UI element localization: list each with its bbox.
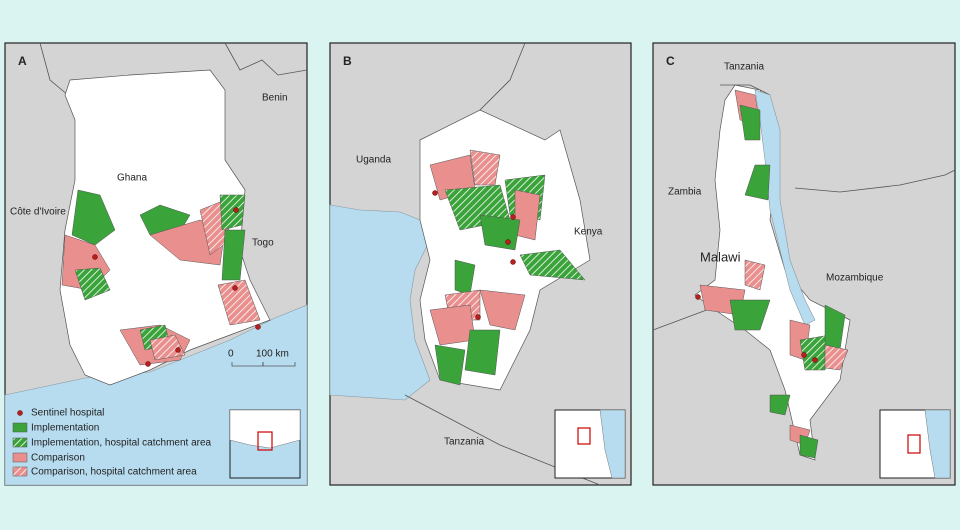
sentinel-hospital xyxy=(92,254,98,260)
implementation-catchment xyxy=(519,249,586,281)
shape xyxy=(924,409,951,479)
sentinel-hospital xyxy=(475,314,481,320)
implementation-area xyxy=(739,104,761,141)
shape xyxy=(907,434,921,454)
comparison-catchment xyxy=(824,344,849,371)
place-label: Kenya xyxy=(574,227,603,238)
place-label: Benin xyxy=(262,93,288,104)
legend-label: Comparison, hospital catchment area xyxy=(31,467,197,478)
place-label: Zambia xyxy=(668,187,702,198)
sentinel-hospital xyxy=(255,324,261,330)
sentinel-hospital xyxy=(233,207,239,213)
sentinel-hospital xyxy=(812,357,818,363)
comparison-catchment xyxy=(469,149,501,186)
implementation-catchment xyxy=(219,194,246,231)
panel-label: B xyxy=(343,54,352,68)
implementation-area xyxy=(434,344,466,386)
sentinel-hospital xyxy=(695,294,701,300)
comparison-catchment xyxy=(149,334,186,361)
inset xyxy=(229,409,301,479)
implementation-area xyxy=(221,229,246,281)
implementation-area xyxy=(729,299,771,331)
inset xyxy=(879,409,951,479)
place-label: Mozambique xyxy=(826,273,884,284)
implementation-catchment xyxy=(12,437,28,448)
legend-label: Implementation xyxy=(31,423,99,434)
scale-label: 0 xyxy=(228,349,234,360)
place-label: Ghana xyxy=(117,173,147,184)
comparison-catchment xyxy=(217,279,261,326)
comparison-area xyxy=(479,289,526,331)
implementation-catchment xyxy=(74,267,111,301)
implementation-area xyxy=(799,434,819,459)
districts xyxy=(699,89,849,459)
implementation-area xyxy=(769,394,791,416)
districts xyxy=(61,189,261,366)
sentinel-hospital xyxy=(505,239,511,245)
comparison-catchment xyxy=(744,259,766,291)
legend-label: Sentinel hospital xyxy=(31,408,104,419)
legend-label: Comparison xyxy=(31,453,85,464)
border xyxy=(224,42,308,76)
sentinel-hospital xyxy=(175,347,181,353)
border xyxy=(794,169,956,193)
districts xyxy=(429,149,586,386)
implementation-area xyxy=(479,214,521,251)
border xyxy=(720,84,771,96)
implementation-area xyxy=(71,189,116,246)
sentinel-hospital xyxy=(432,190,438,196)
implementation-area xyxy=(464,329,501,376)
panel-b: B Uganda Kenya Tanzania xyxy=(329,42,632,486)
comparison-area xyxy=(12,452,28,463)
comparison-catchment xyxy=(12,466,28,477)
place-label: Togo xyxy=(252,238,274,249)
inset xyxy=(554,409,626,479)
sentinel-hospital xyxy=(801,352,807,358)
water xyxy=(329,204,431,401)
panel-c: C Tanzania Zambia Malawi Mozambique xyxy=(652,42,956,486)
implementation-area xyxy=(744,164,771,201)
border xyxy=(39,42,69,96)
place-label: Tanzania xyxy=(724,62,764,73)
place-label: Tanzania xyxy=(444,437,484,448)
sentinel-hospital xyxy=(510,259,516,265)
place-label: Côte d'Ivoire xyxy=(10,207,66,218)
implementation-catchment xyxy=(799,334,831,371)
implementation-area xyxy=(12,422,28,433)
legend-label: Implementation, hospital catchment area xyxy=(31,438,212,449)
place-label: Malawi xyxy=(700,249,741,264)
sentinel-hospital xyxy=(17,410,23,416)
sentinel-hospital xyxy=(510,214,516,220)
shape xyxy=(577,427,591,445)
shape xyxy=(229,409,301,449)
legend: Sentinel hospital Implementation Impleme… xyxy=(12,408,212,478)
panel-a: A Benin Ghana Côte d'Ivoire Togo 0 100 k… xyxy=(4,42,308,486)
shape xyxy=(257,431,273,451)
sentinel-hospital xyxy=(232,285,238,291)
scale-label: 100 km xyxy=(256,349,289,360)
sentinel-hospital xyxy=(145,361,151,367)
panel-label: C xyxy=(666,54,675,68)
shape xyxy=(599,409,626,479)
panel-label: A xyxy=(18,54,27,68)
place-label: Uganda xyxy=(356,155,391,166)
